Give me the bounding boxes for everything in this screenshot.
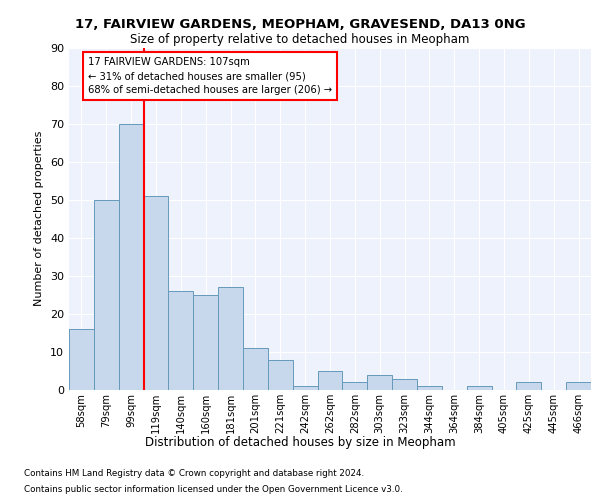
Bar (218, 287, 243, 390)
Bar (343, 382, 367, 390)
Bar (69, 329, 94, 390)
Text: Contains HM Land Registry data © Crown copyright and database right 2024.: Contains HM Land Registry data © Crown c… (24, 470, 364, 478)
Bar (169, 291, 193, 390)
Bar (367, 375, 392, 390)
Text: Size of property relative to detached houses in Meopham: Size of property relative to detached ho… (130, 32, 470, 46)
Bar (193, 295, 218, 390)
Text: Distribution of detached houses by size in Meopham: Distribution of detached houses by size … (145, 436, 455, 449)
Bar (293, 386, 317, 390)
Bar (392, 378, 417, 390)
Text: Contains public sector information licensed under the Open Government Licence v3: Contains public sector information licen… (24, 484, 403, 494)
Bar (417, 386, 442, 390)
Bar (467, 386, 491, 390)
Text: 17 FAIRVIEW GARDENS: 107sqm
← 31% of detached houses are smaller (95)
68% of sem: 17 FAIRVIEW GARDENS: 107sqm ← 31% of det… (88, 57, 332, 95)
Bar (566, 382, 591, 390)
Bar (94, 200, 119, 390)
Bar (143, 196, 169, 390)
Y-axis label: Number of detached properties: Number of detached properties (34, 131, 44, 306)
Bar (317, 371, 343, 390)
Bar (119, 124, 143, 390)
Bar (243, 348, 268, 390)
Text: 17, FAIRVIEW GARDENS, MEOPHAM, GRAVESEND, DA13 0NG: 17, FAIRVIEW GARDENS, MEOPHAM, GRAVESEND… (74, 18, 526, 30)
Bar (268, 360, 293, 390)
Bar (517, 382, 541, 390)
